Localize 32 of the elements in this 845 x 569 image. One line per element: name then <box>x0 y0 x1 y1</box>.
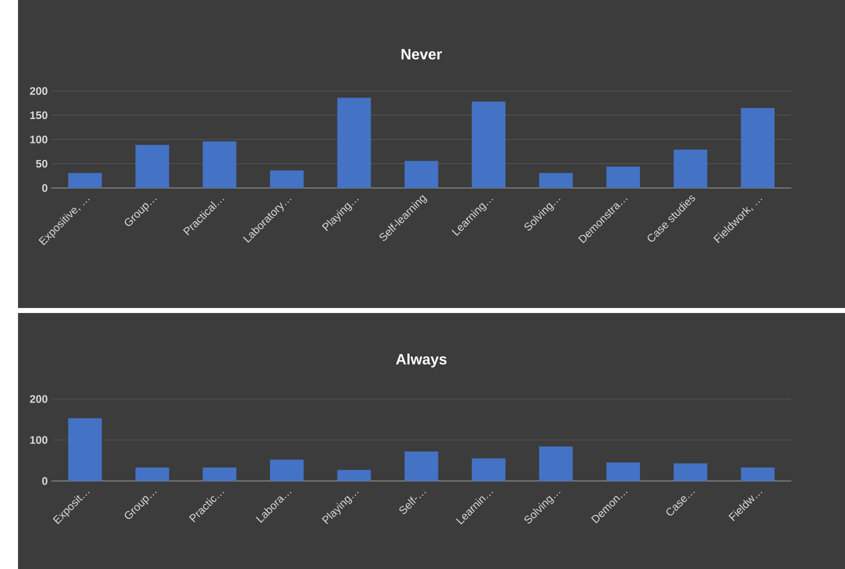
chart-title: Never <box>402 49 442 60</box>
bar <box>270 460 304 481</box>
bar <box>337 470 371 481</box>
y-tick-label: 50 <box>36 160 48 168</box>
bar <box>270 170 304 188</box>
bar <box>674 463 708 481</box>
bar <box>674 150 708 188</box>
bar <box>606 166 640 188</box>
bar <box>135 144 170 188</box>
y-tick-label: 200 <box>30 395 48 403</box>
bar <box>472 458 506 481</box>
bar <box>404 451 438 481</box>
bar <box>472 102 506 188</box>
bar <box>740 467 775 481</box>
bar <box>202 467 236 481</box>
bar <box>68 418 102 481</box>
bar <box>404 160 438 188</box>
bar <box>337 98 371 188</box>
y-tick-label: 0 <box>42 477 48 485</box>
y-tick-label: 200 <box>30 87 48 95</box>
bar <box>740 108 775 188</box>
bar <box>202 141 236 188</box>
y-tick-label: 100 <box>30 436 48 444</box>
bar <box>135 467 170 481</box>
bar <box>539 446 573 481</box>
y-tick-label: 150 <box>30 111 48 120</box>
y-tick-label: 100 <box>30 136 48 144</box>
chart-title: Always <box>396 354 446 368</box>
bar <box>68 172 102 188</box>
bar <box>606 462 640 481</box>
bar <box>539 172 573 188</box>
y-tick-label: 0 <box>42 184 48 192</box>
